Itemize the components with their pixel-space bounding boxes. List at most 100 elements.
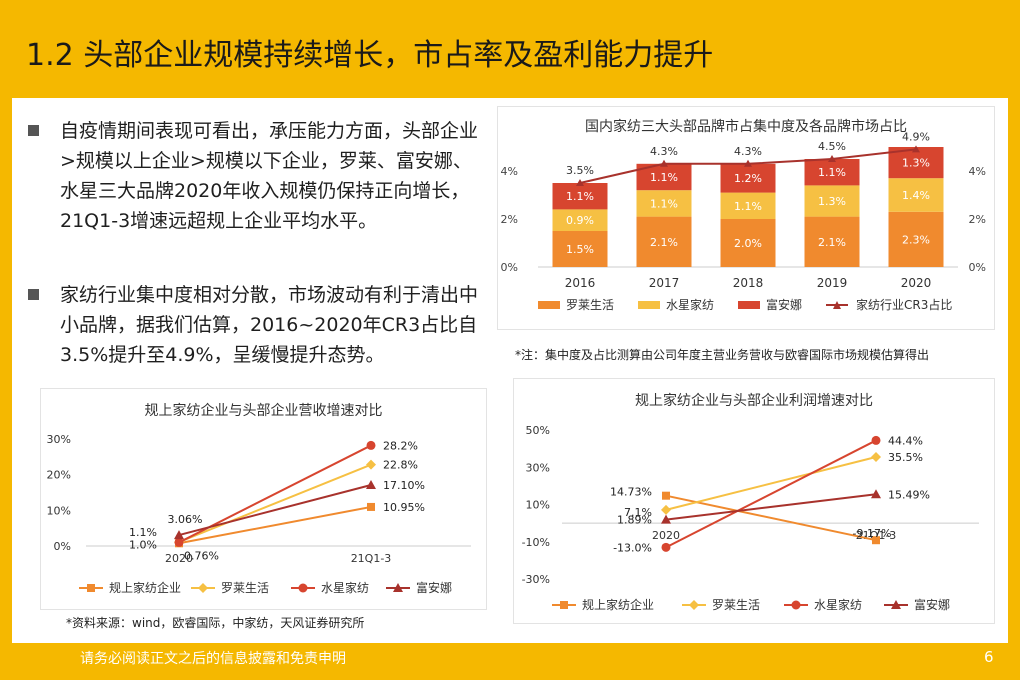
x-tick-label: 2017 — [649, 276, 680, 290]
bar-data-label: 2.1% — [650, 236, 678, 249]
x-tick-label: 21Q1-3 — [351, 552, 392, 565]
y-tick-label: 30% — [526, 461, 550, 474]
bar-segment — [804, 216, 860, 267]
data-label: 44.4% — [888, 434, 923, 447]
y2-tick-label: 0% — [969, 261, 986, 274]
series-line — [665, 439, 877, 549]
data-point — [662, 491, 670, 500]
bullet-square-icon — [28, 289, 39, 300]
bar-data-label: 1.2% — [734, 172, 762, 185]
data-point — [689, 600, 699, 610]
legend-label: 富安娜 — [914, 597, 950, 612]
legend-label: 水星家纺 — [321, 580, 369, 595]
legend-swatch — [538, 301, 560, 309]
data-point — [367, 502, 375, 511]
bar-segment — [552, 183, 608, 210]
bar-segment — [720, 192, 776, 219]
legend-label: 富安娜 — [416, 580, 452, 595]
x-tick-label: 2016 — [565, 276, 596, 290]
bar-data-label: 1.5% — [566, 243, 594, 256]
y-tick-label: 50% — [526, 424, 550, 437]
series-line — [178, 463, 372, 544]
x-tick-label: 2020 — [901, 276, 932, 290]
legend-label: 家纺行业CR3占比 — [856, 297, 952, 312]
page-number: 6 — [984, 648, 994, 666]
cr3-point — [744, 159, 752, 167]
bar-data-label: 1.1% — [650, 171, 678, 184]
data-label: 1.1% — [129, 526, 157, 539]
chart-market-share-panel: 国内家纺三大头部品牌市占集中度及各品牌市场占比 0% 2% 4% 0% 2% 4% 2016 2… — [497, 106, 995, 330]
footer-disclaimer: 请务必阅读正文之后的信息披露和免责申明 — [80, 651, 346, 667]
data-label: 10.95% — [383, 501, 425, 514]
bar-segment — [636, 190, 692, 217]
chart-title: 规上家纺企业与头部企业利润增速对比 — [635, 392, 873, 409]
y-tick-label: 20% — [47, 469, 71, 482]
legend-label: 水星家纺 — [814, 597, 862, 612]
x-tick-label: 2020 — [652, 529, 680, 542]
legend-label: 罗莱生活 — [221, 581, 269, 595]
chart-profit-growth: 规上家纺企业与头部企业利润增速对比-30%-10%10%30%50%2020 21… — [522, 392, 979, 612]
chart-profit-growth-panel: 规上家纺企业与头部企业利润增速对比 -30% -10% 10% 30% 50% 2020 21… — [513, 378, 995, 624]
data-label: 1.89% — [617, 514, 652, 527]
y-tick-label: 0% — [501, 261, 518, 274]
series-line — [665, 456, 877, 511]
y2-tick-label: 4% — [969, 165, 986, 178]
bar-segment — [552, 209, 608, 231]
bullet-2: 家纺行业集中度相对分散，市场波动有利于清出中小品牌，据我们估算，2016~202… — [28, 280, 478, 372]
bar-segment — [888, 178, 944, 212]
data-point — [871, 435, 881, 445]
bar-segment — [804, 159, 860, 186]
x-tick-label: 2018 — [733, 276, 764, 290]
data-label: 17.10% — [383, 479, 425, 492]
legend-label: 罗莱生活 — [712, 598, 760, 612]
y-tick-label: 10% — [526, 499, 550, 512]
y-tick-label: 30% — [47, 433, 71, 446]
data-point — [393, 583, 403, 592]
page-title: 1.2 头部企业规模持续增长，市占率及盈利能力提升 — [26, 38, 714, 73]
data-point — [871, 452, 881, 463]
y-tick-label: 4% — [501, 165, 518, 178]
data-point — [87, 584, 95, 592]
chart-note: *注：集中度及占比测算由公司年度主营业务营收与欧睿国际市场规模估算得出 — [515, 348, 930, 362]
data-point — [872, 536, 880, 545]
legend-marker — [833, 301, 841, 309]
bullet-1-text: 自疫情期间表现可看出，承压能力方面，头部企业>规模以上企业>规模以下企业，罗莱、… — [60, 120, 479, 232]
data-label: 7.1% — [624, 506, 652, 519]
bar-data-label: 2.0% — [734, 237, 762, 250]
data-label: 28.2% — [383, 439, 418, 452]
data-point — [871, 489, 881, 499]
data-point — [198, 583, 208, 593]
data-point — [560, 601, 568, 609]
bar-data-label: 1.4% — [902, 189, 930, 202]
legend-swatch — [738, 301, 760, 309]
data-label: 22.8% — [383, 459, 418, 472]
bullet-2-text: 家纺行业集中度相对分散，市场波动有利于清出中小品牌，据我们估算，2016~202… — [60, 284, 479, 366]
series-line — [665, 493, 877, 521]
cr3-data-label: 4.5% — [818, 140, 846, 153]
cr3-data-label: 3.5% — [566, 164, 594, 177]
cr3-data-label: 4.9% — [902, 130, 930, 143]
chart-title: 规上家纺企业与头部企业营收增速对比 — [145, 402, 383, 419]
data-label: 15.49% — [888, 488, 930, 501]
bar-data-label: 1.1% — [650, 197, 678, 210]
data-label: 35.5% — [888, 451, 923, 464]
data-label: 0.76% — [184, 549, 219, 562]
source-note: *资料来源：wind，欧睿国际，中家纺，天风证券研究所 — [66, 616, 365, 630]
chart-revenue-growth-panel: 规上家纺企业与头部企业营收增速对比 0% 10% 20% 30% 2020 21Q1-3 0.… — [40, 388, 487, 610]
bar-data-label: 0.9% — [566, 214, 594, 227]
data-label: -13.0% — [613, 541, 652, 554]
data-point — [891, 600, 901, 609]
legend-label: 水星家纺 — [666, 297, 714, 312]
cr3-data-label: 4.3% — [650, 145, 678, 158]
bullet-1: 自疫情期间表现可看出，承压能力方面，头部企业>规模以上企业>规模以下企业，罗莱、… — [28, 116, 478, 266]
bar-segment — [720, 219, 776, 267]
data-point — [174, 530, 184, 540]
bar-segment — [720, 163, 776, 193]
cr3-point — [576, 179, 584, 186]
x-tick-label: 2020 — [165, 552, 193, 565]
bar-data-label: 1.1% — [566, 190, 594, 203]
bar-segment — [888, 211, 944, 267]
legend-label: 罗莱生活 — [566, 298, 614, 312]
series-line — [178, 505, 372, 545]
bar-data-label: 2.3% — [902, 233, 930, 246]
